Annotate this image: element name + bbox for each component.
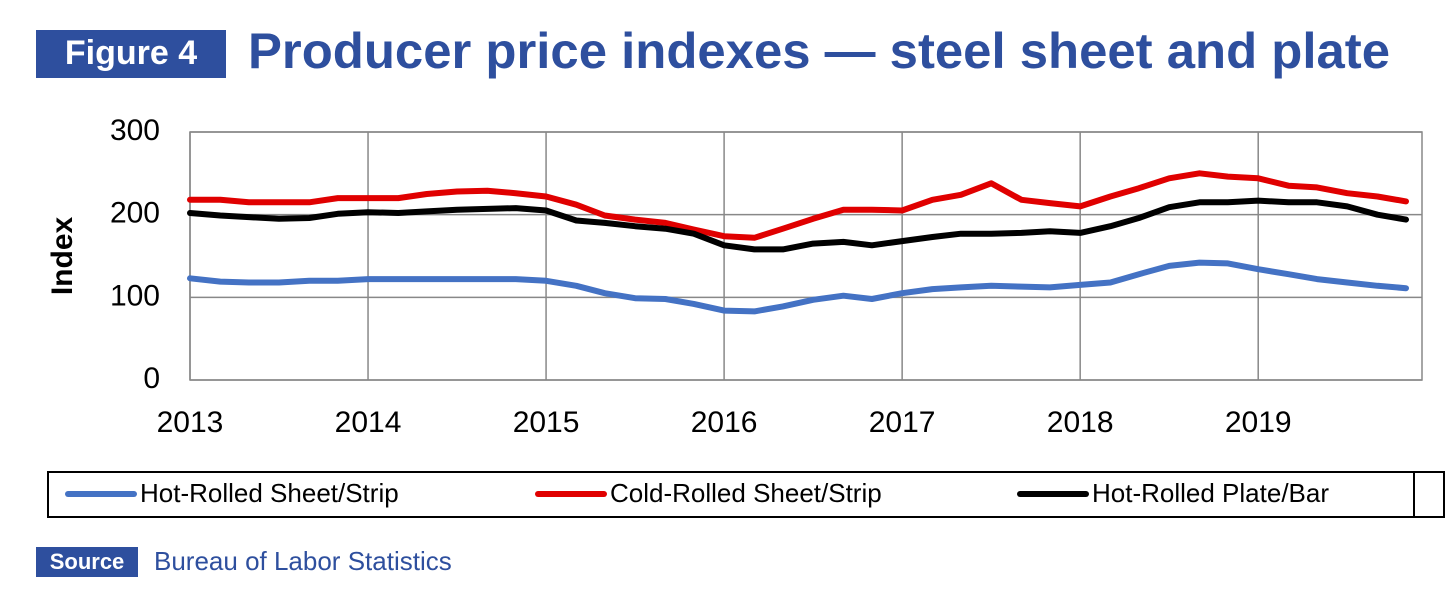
y-tick-label: 0 bbox=[143, 362, 160, 395]
x-tick-label: 2014 bbox=[335, 406, 402, 439]
legend-label: Cold-Rolled Sheet/Strip bbox=[610, 478, 882, 508]
legend-label: Hot-Rolled Sheet/Strip bbox=[140, 478, 399, 508]
chart-title: Producer price indexes — steel sheet and… bbox=[248, 23, 1390, 79]
source-text: Bureau of Labor Statistics bbox=[154, 546, 452, 576]
x-tick-label: 2013 bbox=[157, 406, 224, 439]
x-tick-label: 2016 bbox=[691, 406, 758, 439]
x-tick-label: 2017 bbox=[869, 406, 936, 439]
source-badge bbox=[36, 547, 138, 577]
legend-box bbox=[47, 471, 1445, 518]
x-tick-label: 2015 bbox=[513, 406, 580, 439]
plot-area bbox=[189, 131, 1423, 381]
series-line bbox=[187, 197, 1409, 253]
y-tick-label: 100 bbox=[110, 279, 160, 312]
series-line bbox=[187, 259, 1409, 315]
x-tick-label: 2018 bbox=[1047, 406, 1114, 439]
source-label: Source bbox=[50, 549, 125, 574]
figure-badge bbox=[36, 30, 226, 78]
y-tick-label: 200 bbox=[110, 197, 160, 230]
y-tick-label: 300 bbox=[110, 114, 160, 147]
x-tick-label: 2019 bbox=[1225, 406, 1292, 439]
legend-label: Hot-Rolled Plate/Bar bbox=[1092, 478, 1329, 508]
series-line bbox=[187, 170, 1409, 241]
y-axis-label: Index bbox=[46, 217, 79, 296]
figure-label: Figure 4 bbox=[65, 34, 197, 72]
